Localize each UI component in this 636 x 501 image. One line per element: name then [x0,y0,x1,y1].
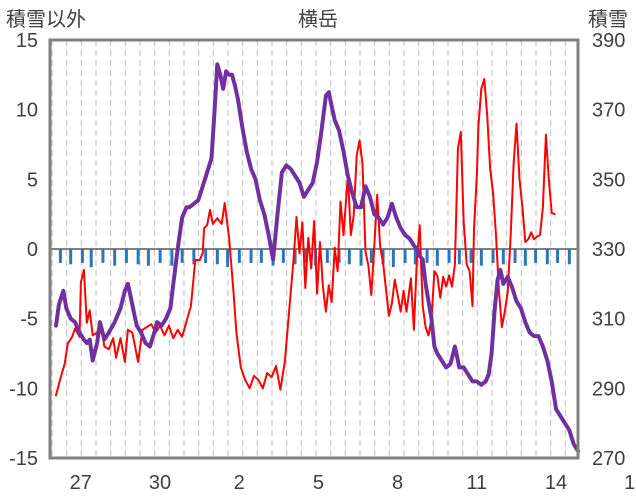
bar [136,249,140,265]
left-y-tick-label: -5 [20,309,38,331]
bar [192,249,196,265]
bar [170,249,174,266]
bar [281,249,285,263]
bar [113,249,117,266]
bar [513,249,517,263]
bar [425,249,429,263]
right-y-ticks: 390 370 350 330 310 290 270 [592,30,625,470]
bar [369,249,373,263]
x-tick-label: 27 [70,472,92,494]
x-tick-label: 8 [392,472,403,494]
series-line-other [55,78,556,397]
bar [158,249,162,263]
bar [89,249,93,268]
left-y-tick-label: 5 [27,169,38,191]
x-tick-label: 17 [624,472,636,494]
bar [58,249,62,263]
left-y-tick-label: 0 [27,239,38,261]
x-tick-label: 14 [545,472,567,494]
right-axis-label: 積雪 [588,7,628,31]
bar [391,249,395,268]
bar [237,249,241,263]
bar [359,249,363,266]
bar [479,249,483,266]
x-tick-label: 2 [234,472,245,494]
series-line-snow [54,62,581,453]
chart-title: 横岳 [298,7,338,31]
bar [180,249,184,263]
right-y-tick-label: 370 [592,100,625,122]
x-tick-label: 30 [149,472,171,494]
bar [204,249,208,263]
bar [303,249,307,263]
bars [58,249,571,268]
bar [501,249,505,265]
bar [413,249,417,265]
bar [226,249,230,268]
right-y-tick-label: 330 [592,239,625,261]
bar [124,249,128,263]
bar [80,249,84,263]
bar [469,249,473,263]
bar [403,249,407,263]
bar [215,249,219,265]
x-tick-label: 5 [313,472,324,494]
bar [567,249,571,265]
left-y-tick-label: 15 [16,30,38,52]
right-y-tick-label: 390 [592,30,625,52]
left-y-ticks: 15 10 5 0 -5 -10 -15 [9,30,38,470]
left-axis-label: 積雪以外 [6,7,86,31]
bar [249,249,253,263]
bar [491,249,495,263]
x-ticks: 27302581114172023 [70,472,636,494]
x-tick-label: 11 [466,472,487,494]
bar [534,249,538,263]
plot-frame [48,38,580,460]
right-y-tick-label: 290 [592,378,625,400]
bar [556,249,560,263]
bar [101,249,105,263]
bar [435,249,439,266]
left-y-tick-label: -10 [9,378,38,400]
bar [457,249,461,265]
left-y-tick-label: -15 [9,448,38,470]
bar [293,249,297,265]
right-y-tick-label: 270 [592,448,625,470]
bar [381,249,385,265]
bar [347,249,351,265]
bar [259,249,263,263]
grid [50,40,578,458]
right-y-tick-label: 310 [592,309,625,331]
left-y-tick-label: 10 [16,100,38,122]
series-lines [54,62,581,453]
bar [523,249,527,266]
bar [146,249,150,266]
right-y-tick-label: 350 [592,169,625,191]
bar [325,249,329,263]
bar [545,249,549,265]
bar [69,249,73,265]
bar [447,249,451,263]
